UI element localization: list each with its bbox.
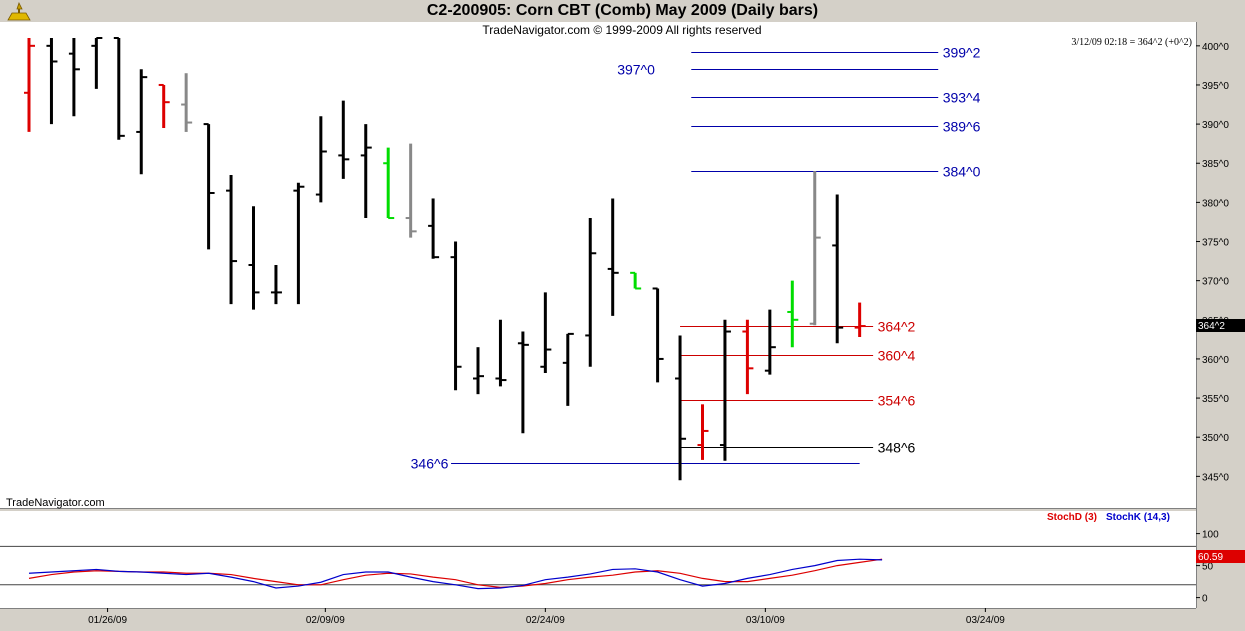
ohlc-bar	[338, 100, 350, 179]
x-tick-label: 03/10/09	[746, 615, 785, 626]
x-tick-label: 02/09/09	[306, 615, 345, 626]
ohlc-bar	[91, 37, 103, 89]
ohlc-bar	[383, 147, 395, 220]
price-tick-label: 380^0	[1202, 198, 1229, 209]
level-label: 393^4	[943, 90, 981, 106]
price-tick-label: 350^0	[1202, 433, 1229, 444]
ohlc-bar	[517, 331, 529, 434]
ohlc-bar	[742, 319, 754, 395]
ohlc-bar	[719, 319, 731, 461]
stoch-value-tag: 60.59	[1198, 552, 1223, 563]
level-lines: 399^2 397^0 393^4 389^6 384^0 364^2 360^4 354^6…	[411, 45, 981, 472]
price-tick-label: 360^0	[1202, 355, 1229, 366]
last-price-tag: 364^2	[1198, 321, 1225, 332]
ohlc-bar	[181, 73, 193, 132]
level-label: 348^6	[878, 440, 916, 456]
ohlc-bar	[46, 38, 58, 125]
ohlc-bar	[68, 38, 80, 117]
stoch-tick-label: 0	[1202, 594, 1208, 605]
level-label: 389^6	[943, 119, 981, 135]
stoch-series-line	[28, 558, 883, 588]
stoch-k-legend: StochK (14,3)	[1106, 512, 1170, 523]
last-price-tag-bg	[1196, 319, 1245, 332]
timestamp-text: 3/12/09 02:18 = 364^2 (+0^2)	[1071, 37, 1192, 48]
stoch-tag-bg	[1196, 550, 1245, 563]
price-y-ticks: 345^0350^0355^0360^0365^0370^0375^0380^0…	[1196, 42, 1229, 483]
stoch-tick-label: 50	[1202, 562, 1214, 573]
x-ticks: 01/26/09 02/09/09 02/24/09 03/10/09 03/24/09	[88, 608, 1005, 626]
stoch-d-legend: StochD (3)	[1047, 512, 1097, 523]
level-label: 360^4	[878, 348, 916, 364]
ohlc-bar	[24, 38, 35, 132]
ohlc-bar	[652, 287, 664, 383]
x-tick-label: 03/24/09	[966, 615, 1005, 626]
price-tick-label: 390^0	[1202, 120, 1229, 131]
ohlc-bar	[832, 194, 844, 344]
level-label: 384^0	[943, 164, 981, 180]
price-plot-background	[0, 22, 1196, 508]
ohlc-bar	[203, 123, 215, 250]
price-tick-label: 345^0	[1202, 472, 1229, 483]
ohlc-bar	[270, 265, 282, 305]
ohlc-bar	[315, 116, 327, 203]
ohlc-bar	[607, 198, 619, 316]
ohlc-bar	[428, 198, 440, 259]
level-label: 399^2	[943, 45, 981, 61]
ohlc-bar	[787, 280, 799, 348]
price-tick-label: 355^0	[1202, 394, 1229, 405]
title-bar: C2-200905: Corn CBT (Comb) May 2009 (Dai…	[0, 0, 1245, 22]
ohlc-bar	[226, 174, 238, 305]
ohlc-bar	[405, 143, 417, 238]
ohlc-bar	[248, 206, 260, 310]
x-tick-label: 01/26/09	[88, 615, 127, 626]
ohlc-bar	[113, 37, 125, 140]
ohlc-bar	[675, 335, 687, 481]
price-tick-label: 375^0	[1202, 238, 1229, 249]
x-tick-label: 02/24/09	[526, 615, 565, 626]
level-label: 354^6	[878, 393, 916, 409]
ohlc-bar	[697, 404, 709, 460]
ohlc-bar	[360, 124, 372, 219]
ohlc-bar	[585, 218, 597, 367]
copyright-text: TradeNavigator.com © 1999-2009 All right…	[482, 23, 761, 37]
price-tick-label: 385^0	[1202, 159, 1229, 170]
ohlc-bar	[854, 302, 866, 338]
ohlc-bar	[495, 319, 507, 387]
price-tick-label: 370^0	[1202, 277, 1229, 288]
price-bars	[24, 37, 866, 481]
ohlc-bar	[809, 171, 821, 326]
price-tick-label: 400^0	[1202, 42, 1229, 53]
ohlc-bar	[764, 309, 776, 375]
stoch-series-line	[28, 558, 883, 590]
ohlc-bar	[473, 347, 484, 395]
stoch-tick-label: 100	[1202, 530, 1219, 541]
ohlc-bar	[540, 292, 552, 374]
watermark-text: TradeNavigator.com	[6, 497, 105, 509]
ohlc-bar	[450, 241, 462, 391]
ohlc-bar	[158, 83, 170, 129]
ohlc-bar	[562, 332, 574, 406]
price-tick-label: 395^0	[1202, 81, 1229, 92]
level-label: 346^6	[411, 456, 449, 472]
window-title: C2-200905: Corn CBT (Comb) May 2009 (Dai…	[426, 2, 819, 19]
stoch-plot-background	[0, 511, 1196, 608]
ohlc-bar	[136, 69, 148, 175]
level-label: 397^0	[617, 62, 655, 78]
ohlc-bar	[630, 271, 642, 290]
ohlc-bar	[293, 182, 305, 305]
trade-navigator-logo-icon	[7, 2, 31, 21]
level-label: 364^2	[878, 319, 916, 335]
stochastic-pane: 0 50 100 StochD (3) StochK (14,3)	[0, 512, 1219, 605]
